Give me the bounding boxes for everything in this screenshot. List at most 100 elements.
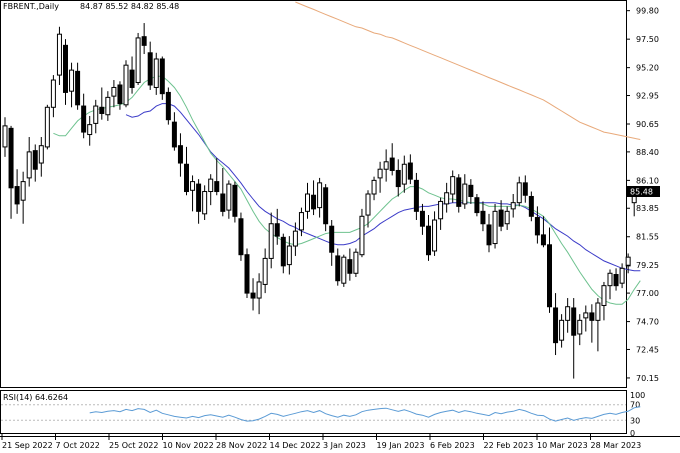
candle: [147, 41, 153, 90]
candle-body-up: [268, 223, 274, 259]
candle-body-up: [601, 285, 607, 306]
candle-body-down: [141, 36, 147, 46]
candle: [50, 75, 56, 118]
candle: [141, 23, 147, 55]
candle: [335, 248, 341, 286]
candle: [177, 133, 183, 177]
candle-body-down: [99, 106, 105, 114]
candle: [601, 281, 607, 321]
candle-body-down: [528, 195, 534, 217]
candle-body-down: [413, 179, 419, 212]
candle-body-up: [619, 267, 625, 284]
candle-body-up: [87, 124, 93, 136]
candle: [365, 190, 371, 228]
candle-body-up: [202, 191, 208, 215]
price-axis: 99.80 97.50 95.20 92.95 90.65 88.40 86.10 83.85…: [626, 7, 659, 383]
price-tick-label: 79.25: [636, 261, 659, 270]
time-tick-label: 14 Dec 2022: [270, 441, 321, 450]
candle-body-down: [389, 157, 395, 171]
symbol-label: FBRENT.,Daily: [3, 2, 59, 11]
candle: [226, 180, 232, 219]
candle: [450, 170, 456, 203]
candle: [462, 174, 468, 209]
candle: [250, 278, 256, 311]
candle: [547, 227, 552, 313]
candle-body-down: [147, 52, 153, 86]
rsi-label: RSI(14) 64.6264: [3, 393, 68, 402]
candle: [311, 180, 317, 216]
candle: [413, 172, 419, 221]
time-tick-label: 7 Oct 2022: [56, 441, 100, 450]
candle: [589, 304, 595, 343]
time-tick-label: 21 Sep 2022: [2, 441, 53, 450]
time-tick-label: 6 Feb 2023: [430, 441, 475, 450]
candle-body-up: [371, 179, 377, 195]
candle: [504, 206, 510, 230]
candle-body-down: [280, 236, 286, 267]
candle-body-down: [613, 274, 619, 287]
candle-body-down: [407, 162, 413, 180]
candle-body-up: [341, 256, 347, 284]
time-tick-label: 28 Mar 2023: [591, 441, 642, 450]
candle: [353, 248, 359, 277]
candle: [69, 62, 75, 108]
candle-body-up: [359, 215, 365, 256]
candle: [171, 112, 177, 151]
candle-body-up: [69, 69, 75, 92]
candle: [220, 167, 226, 217]
candle: [2, 117, 8, 157]
candle-body-down: [335, 255, 341, 282]
current-price-box: [627, 186, 660, 197]
candle-body-up: [26, 151, 32, 179]
candle: [595, 298, 601, 352]
candle-body-up: [438, 200, 444, 220]
candle: [8, 125, 14, 219]
candle-body-up: [432, 219, 438, 252]
candle-body-up: [56, 33, 62, 76]
rsi-tick-label: 30: [630, 416, 640, 425]
candles-layer: [2, 23, 643, 379]
candle: [292, 222, 298, 256]
candle: [540, 216, 546, 248]
candle: [159, 56, 165, 100]
candle: [359, 208, 365, 258]
price-tick-label: 95.20: [636, 64, 659, 73]
time-tick-label: 3 Jan 2023: [323, 441, 366, 450]
candle: [619, 263, 625, 289]
candle: [407, 154, 413, 185]
candle-body-down: [395, 169, 401, 188]
candle-body-up: [44, 106, 50, 148]
candle: [214, 158, 220, 196]
candle-body-up: [365, 193, 371, 216]
candle-body-down: [244, 254, 250, 294]
candle-body-up: [286, 245, 292, 266]
candle-body-down: [32, 150, 38, 170]
candle: [480, 201, 486, 232]
candle-body-up: [565, 306, 571, 321]
candle: [341, 254, 347, 287]
candle: [63, 39, 68, 105]
candle-body-down: [522, 182, 528, 196]
candle-body-up: [317, 182, 323, 209]
time-tick-label: 19 Jan 2023: [377, 441, 425, 450]
candle-body-down: [81, 105, 87, 133]
candle: [111, 80, 117, 108]
price-tick-label: 90.65: [636, 120, 659, 129]
candle: [347, 248, 353, 281]
candle-body-down: [8, 127, 14, 189]
time-tick-label: 28 Nov 2022: [216, 441, 267, 450]
candle-body-up: [462, 183, 468, 205]
candle: [486, 213, 492, 253]
candle-body-down: [184, 163, 189, 193]
candle: [510, 194, 516, 218]
candle-body-down: [553, 307, 559, 344]
candle-body-up: [93, 105, 99, 124]
candle: [577, 314, 583, 346]
candle-body-down: [171, 121, 177, 148]
candle: [426, 215, 431, 261]
candle: [583, 305, 589, 332]
candle: [280, 233, 286, 274]
candle: [625, 253, 631, 274]
candle-body-down: [274, 223, 280, 237]
